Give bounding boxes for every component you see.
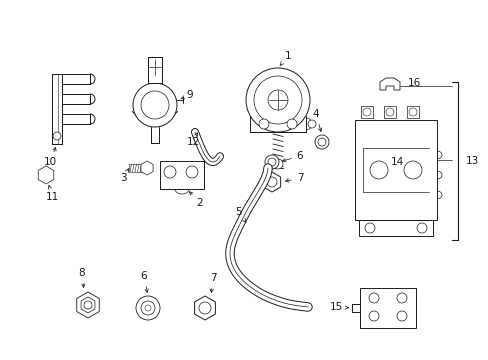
Polygon shape [62, 114, 90, 124]
Polygon shape [358, 220, 432, 236]
Circle shape [267, 158, 275, 166]
Circle shape [368, 293, 378, 303]
Text: 12: 12 [186, 133, 199, 147]
Text: 3: 3 [120, 169, 128, 183]
Text: 14: 14 [389, 157, 403, 167]
Text: 7: 7 [285, 173, 303, 183]
Circle shape [272, 159, 283, 169]
Text: 11: 11 [45, 185, 59, 202]
Text: 1: 1 [280, 51, 291, 66]
Circle shape [314, 135, 328, 149]
Text: 2: 2 [189, 192, 203, 208]
Polygon shape [379, 78, 399, 90]
Text: 10: 10 [43, 147, 57, 167]
Text: 6: 6 [282, 151, 303, 162]
Circle shape [266, 177, 276, 187]
Polygon shape [160, 161, 203, 189]
Circle shape [133, 83, 177, 127]
Circle shape [39, 168, 53, 182]
Text: 13: 13 [465, 156, 478, 166]
Circle shape [362, 108, 370, 116]
Text: 6: 6 [141, 271, 148, 292]
Circle shape [317, 138, 325, 146]
Circle shape [245, 68, 309, 132]
Polygon shape [62, 94, 90, 104]
Polygon shape [81, 297, 95, 313]
Text: 5: 5 [234, 207, 245, 222]
Polygon shape [360, 106, 372, 118]
Polygon shape [141, 161, 153, 175]
Circle shape [253, 76, 302, 124]
Polygon shape [77, 292, 99, 318]
Circle shape [163, 166, 176, 178]
Circle shape [264, 155, 279, 169]
Circle shape [286, 119, 296, 129]
Circle shape [42, 171, 50, 179]
Text: 7: 7 [209, 273, 216, 292]
Text: 4: 4 [312, 109, 321, 131]
Circle shape [361, 161, 367, 167]
Polygon shape [129, 164, 147, 172]
Polygon shape [148, 57, 162, 83]
Text: 15: 15 [329, 302, 348, 312]
Polygon shape [354, 120, 436, 220]
Text: 9: 9 [181, 90, 193, 100]
Circle shape [403, 161, 421, 179]
Polygon shape [38, 166, 54, 184]
Circle shape [385, 108, 393, 116]
Circle shape [84, 301, 92, 309]
Polygon shape [406, 106, 418, 118]
Circle shape [199, 302, 210, 314]
Circle shape [136, 296, 160, 320]
Circle shape [396, 293, 406, 303]
Circle shape [364, 223, 374, 233]
Circle shape [53, 132, 61, 140]
Circle shape [416, 223, 426, 233]
Text: 16: 16 [407, 78, 420, 88]
Polygon shape [194, 296, 215, 320]
Polygon shape [263, 172, 280, 192]
Polygon shape [383, 106, 395, 118]
Circle shape [267, 90, 287, 110]
Circle shape [408, 108, 416, 116]
Circle shape [141, 301, 155, 315]
Polygon shape [359, 288, 415, 328]
Circle shape [185, 166, 198, 178]
Circle shape [368, 311, 378, 321]
Polygon shape [354, 156, 379, 172]
Circle shape [145, 305, 151, 311]
Circle shape [369, 161, 387, 179]
Text: 8: 8 [79, 268, 85, 287]
Circle shape [396, 311, 406, 321]
Circle shape [141, 91, 169, 119]
Polygon shape [52, 74, 62, 144]
Polygon shape [62, 74, 90, 84]
Circle shape [307, 120, 315, 128]
Circle shape [259, 119, 268, 129]
